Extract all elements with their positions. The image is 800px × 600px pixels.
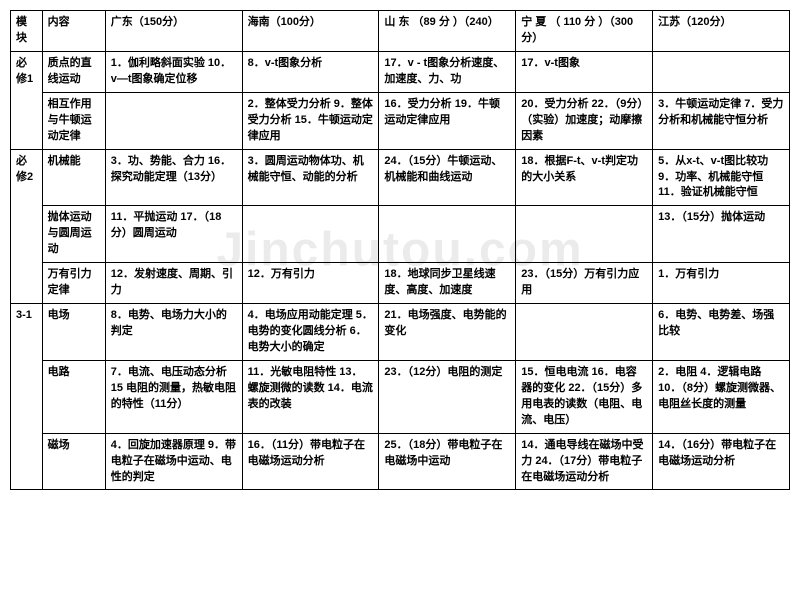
content-cell: 万有引力定律: [42, 263, 105, 304]
data-cell: 11．平抛运动 17．（18分）圆周运动: [105, 206, 242, 263]
data-cell: 3．功、势能、合力 16．探究动能定理（13分）: [105, 149, 242, 206]
header-ningxia: 宁 夏 （ 110 分 ）（300分）: [516, 11, 653, 52]
data-cell: 25．（18分）带电粒子在电磁场中运动: [379, 433, 516, 490]
data-cell: 23．（12分）电阻的测定: [379, 360, 516, 433]
content-cell: 质点的直线运动: [42, 51, 105, 92]
data-cell: 1．万有引力: [653, 263, 790, 304]
table-row: 抛体运动与圆周运动 11．平抛运动 17．（18分）圆周运动 13．（15分）抛…: [11, 206, 790, 263]
table-row: 磁场 4．回旋加速器原理 9．带电粒子在磁场中运动、电性的判定 16．（11分）…: [11, 433, 790, 490]
table-row: 电路 7．电流、电压动态分析 15 电阻的测量，热敏电阻的特性（11分） 11．…: [11, 360, 790, 433]
data-cell: 12．万有引力: [242, 263, 379, 304]
table-row: 必修2 机械能 3．功、势能、合力 16．探究动能定理（13分） 3．圆周运动物…: [11, 149, 790, 206]
data-cell: 18．根据F-t、v-t判定功的大小关系: [516, 149, 653, 206]
data-cell: 11．光敏电阻特性 13．螺旋测微的读数 14．电流表的改装: [242, 360, 379, 433]
data-cell: [379, 206, 516, 263]
data-cell: 24．（15分）牛顿运动、机械能和曲线运动: [379, 149, 516, 206]
data-cell: 14．通电导线在磁场中受力 24．（17分）带电粒子在电磁场运动分析: [516, 433, 653, 490]
content-cell: 磁场: [42, 433, 105, 490]
data-cell: [516, 206, 653, 263]
data-cell: [105, 92, 242, 149]
data-cell: 3．圆周运动物体功、机械能守恒、动能的分析: [242, 149, 379, 206]
content-cell: 电场: [42, 304, 105, 361]
data-cell: 6．电势、电势差、场强比较: [653, 304, 790, 361]
data-cell: 5．从x-t、v-t图比较功 9．功率、机械能守恒 11．验证机械能守恒: [653, 149, 790, 206]
data-cell: 8．v-t图象分析: [242, 51, 379, 92]
content-cell: 电路: [42, 360, 105, 433]
data-cell: 14．（16分）带电粒子在电磁场运动分析: [653, 433, 790, 490]
table-row: 3-1 电场 8．电势、电场力大小的判定 4．电场应用动能定理 5．电势的变化圆…: [11, 304, 790, 361]
data-cell: [242, 206, 379, 263]
data-cell: 20．受力分析 22．（9分）（实验）加速度；动摩擦因素: [516, 92, 653, 149]
data-cell: [653, 51, 790, 92]
content-cell: 抛体运动与圆周运动: [42, 206, 105, 263]
data-cell: 2．整体受力分析 9．整体受力分析 15．牛顿运动定律应用: [242, 92, 379, 149]
data-cell: 23．（15分）万有引力应用: [516, 263, 653, 304]
data-cell: 12．发射速度、周期、引力: [105, 263, 242, 304]
table-row: 万有引力定律 12．发射速度、周期、引力 12．万有引力 18．地球同步卫星线速…: [11, 263, 790, 304]
module-cell: 必修1: [11, 51, 43, 149]
data-cell: 4．电场应用动能定理 5．电势的变化圆线分析 6．电势大小的确定: [242, 304, 379, 361]
data-cell: 2．电阻 4．逻辑电路 10．（8分）螺旋测微器、电阻丝长度的测量: [653, 360, 790, 433]
header-shandong: 山 东 （89 分 ）（240）: [379, 11, 516, 52]
table-row: 相互作用与牛顿运动定律 2．整体受力分析 9．整体受力分析 15．牛顿运动定律应…: [11, 92, 790, 149]
data-cell: 18．地球同步卫星线速度、高度、加速度: [379, 263, 516, 304]
data-cell: 17．v - t图象分析速度、加速度、力、功: [379, 51, 516, 92]
data-cell: [516, 304, 653, 361]
module-cell: 必修2: [11, 149, 43, 304]
data-cell: 3．牛顿运动定律 7．受力分析和机械能守恒分析: [653, 92, 790, 149]
data-cell: 8．电势、电场力大小的判定: [105, 304, 242, 361]
header-jiangsu: 江苏（120分）: [653, 11, 790, 52]
data-cell: 15．恒电电流 16．电容器的变化 22．（15分）多用电表的读数（电阻、电流、…: [516, 360, 653, 433]
header-row: 模块 内容 广东（150分） 海南（100分） 山 东 （89 分 ）（240）…: [11, 11, 790, 52]
header-guangdong: 广东（150分）: [105, 11, 242, 52]
exam-table: 模块 内容 广东（150分） 海南（100分） 山 东 （89 分 ）（240）…: [10, 10, 790, 490]
content-cell: 相互作用与牛顿运动定律: [42, 92, 105, 149]
header-content: 内容: [42, 11, 105, 52]
data-cell: 13．（15分）抛体运动: [653, 206, 790, 263]
header-hainan: 海南（100分）: [242, 11, 379, 52]
data-cell: 17．v-t图象: [516, 51, 653, 92]
module-cell: 3-1: [11, 304, 43, 490]
content-cell: 机械能: [42, 149, 105, 206]
data-cell: 4．回旋加速器原理 9．带电粒子在磁场中运动、电性的判定: [105, 433, 242, 490]
table-row: 必修1 质点的直线运动 1．伽利略斜面实验 10．v—t图象确定位移 8．v-t…: [11, 51, 790, 92]
data-cell: 16．（11分）带电粒子在电磁场运动分析: [242, 433, 379, 490]
data-cell: 1．伽利略斜面实验 10．v—t图象确定位移: [105, 51, 242, 92]
data-cell: 21．电场强度、电势能的变化: [379, 304, 516, 361]
header-module: 模块: [11, 11, 43, 52]
data-cell: 16．受力分析 19．牛顿运动定律应用: [379, 92, 516, 149]
data-cell: 7．电流、电压动态分析 15 电阻的测量，热敏电阻的特性（11分）: [105, 360, 242, 433]
